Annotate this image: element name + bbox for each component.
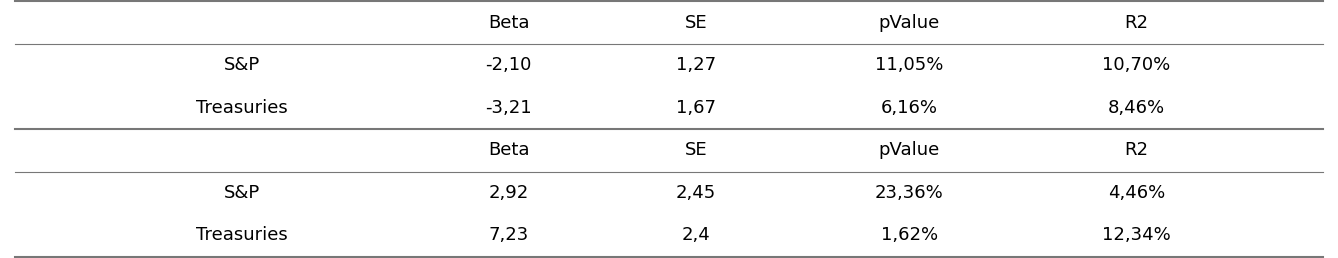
Text: 6,16%: 6,16% — [880, 99, 938, 117]
Text: 4,46%: 4,46% — [1108, 184, 1165, 202]
Text: pValue: pValue — [879, 141, 941, 159]
Text: Treasuries: Treasuries — [195, 226, 288, 244]
Text: R2: R2 — [1124, 141, 1148, 159]
Text: 2,92: 2,92 — [488, 184, 529, 202]
Text: S&P: S&P — [223, 184, 260, 202]
Text: SE: SE — [685, 14, 706, 32]
Text: Beta: Beta — [488, 141, 530, 159]
Text: 23,36%: 23,36% — [875, 184, 943, 202]
Text: Treasuries: Treasuries — [195, 99, 288, 117]
Text: SE: SE — [685, 141, 706, 159]
Text: 10,70%: 10,70% — [1103, 56, 1171, 74]
Text: 2,45: 2,45 — [676, 184, 716, 202]
Text: 11,05%: 11,05% — [875, 56, 943, 74]
Text: pValue: pValue — [879, 14, 941, 32]
Text: -3,21: -3,21 — [486, 99, 533, 117]
Text: 1,27: 1,27 — [676, 56, 716, 74]
Text: S&P: S&P — [223, 56, 260, 74]
Text: 1,62%: 1,62% — [880, 226, 938, 244]
Text: 2,4: 2,4 — [681, 226, 710, 244]
Text: Beta: Beta — [488, 14, 530, 32]
Text: 8,46%: 8,46% — [1108, 99, 1165, 117]
Text: -2,10: -2,10 — [486, 56, 533, 74]
Text: 1,67: 1,67 — [676, 99, 716, 117]
Text: R2: R2 — [1124, 14, 1148, 32]
Text: 12,34%: 12,34% — [1103, 226, 1171, 244]
Text: 7,23: 7,23 — [488, 226, 529, 244]
